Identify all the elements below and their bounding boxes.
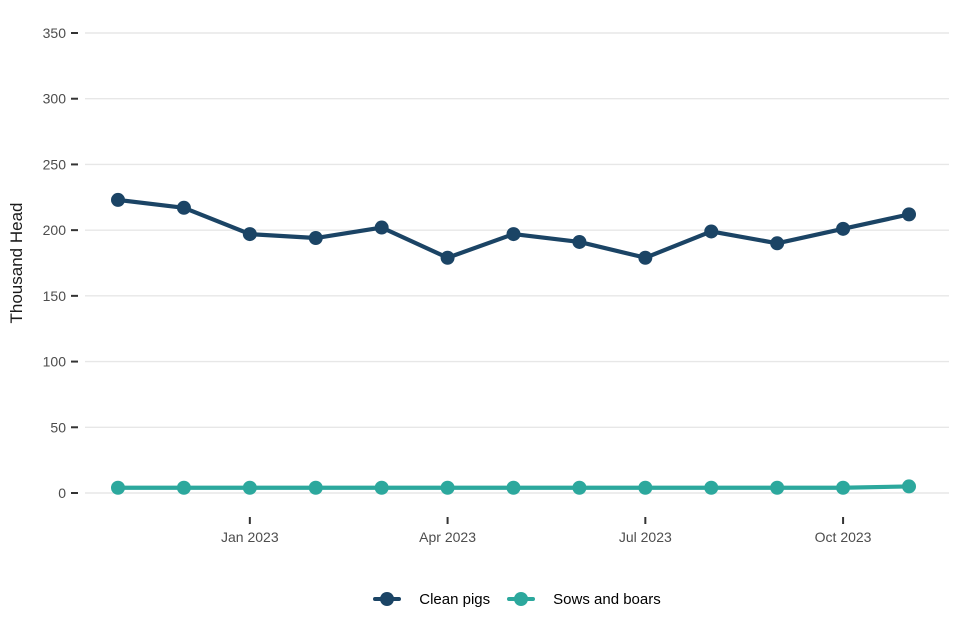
- sows-and-boars-key-icon: [507, 592, 536, 606]
- clean-pigs-point: [902, 207, 916, 222]
- y-tick-label: 350: [43, 25, 67, 41]
- sows-and-boars-point: [506, 480, 521, 495]
- sows-and-boars-key-dot: [514, 592, 529, 606]
- clean-pigs-point: [374, 220, 389, 235]
- y-tick-label: 250: [43, 156, 67, 172]
- sows-and-boars-point: [836, 480, 851, 495]
- sows-and-boars-point: [111, 480, 125, 495]
- clean-pigs-point: [440, 250, 455, 265]
- x-tick-label: Apr 2023: [419, 529, 476, 545]
- y-tick-label: 200: [43, 222, 67, 238]
- x-tick-label: Jan 2023: [221, 529, 279, 545]
- sows-and-boars-point: [374, 480, 389, 495]
- sows-and-boars-point: [770, 480, 785, 495]
- sows-and-boars-point: [572, 480, 587, 495]
- y-tick-label: 0: [58, 485, 66, 501]
- sows-and-boars-point: [242, 480, 257, 495]
- clean-pigs-point: [770, 236, 785, 251]
- clean-pigs-key-icon: [373, 592, 402, 606]
- sows-and-boars-point: [638, 480, 653, 495]
- y-tick-label: 150: [43, 288, 67, 304]
- clean-pigs-point: [638, 250, 653, 265]
- clean-pigs-point: [836, 221, 851, 236]
- x-tick-label: Jul 2023: [619, 529, 672, 545]
- sows-and-boars-point: [902, 479, 916, 494]
- clean-pigs-point: [242, 227, 257, 242]
- clean-pigs-key-dot: [380, 592, 395, 606]
- line-chart-canvas: 0 50 100 150 200 250 300 350 Jan 2023 Apr 2023 Jul…: [7, 25, 949, 545]
- sows-and-boars-point: [308, 480, 323, 495]
- legend-label-sows-and-boars: Sows and boars: [553, 590, 661, 608]
- y-tick-label: 100: [43, 354, 67, 370]
- clean-pigs-point: [506, 227, 521, 242]
- clean-pigs-point: [176, 200, 191, 215]
- y-tick-label: 300: [43, 91, 67, 107]
- sows-and-boars-point: [440, 480, 455, 495]
- clean-pigs-point: [704, 224, 719, 239]
- legend-item-sows-and-boars: Sows and boars: [507, 591, 661, 608]
- clean-pigs-point: [572, 234, 587, 249]
- sows-and-boars-point: [176, 480, 191, 495]
- clean-pigs-point: [308, 231, 323, 246]
- axis-ticks: 0 50 100 150 200 250 300 350 Jan 2023 Apr 2023 Jul…: [43, 25, 872, 545]
- data-series: [111, 192, 916, 495]
- x-tick-label: Oct 2023: [815, 529, 872, 545]
- legend-item-clean-pigs: Clean pigs: [373, 591, 490, 608]
- gridlines: [85, 32, 949, 494]
- legend-label-clean-pigs: Clean pigs: [419, 590, 491, 608]
- sows-and-boars-point: [704, 480, 719, 495]
- chart-legend: Clean pigs Sows and boars: [85, 586, 949, 612]
- y-tick-label: 50: [50, 419, 66, 435]
- y-axis-title: Thousand Head: [7, 203, 26, 324]
- clean-pigs-point: [111, 192, 125, 207]
